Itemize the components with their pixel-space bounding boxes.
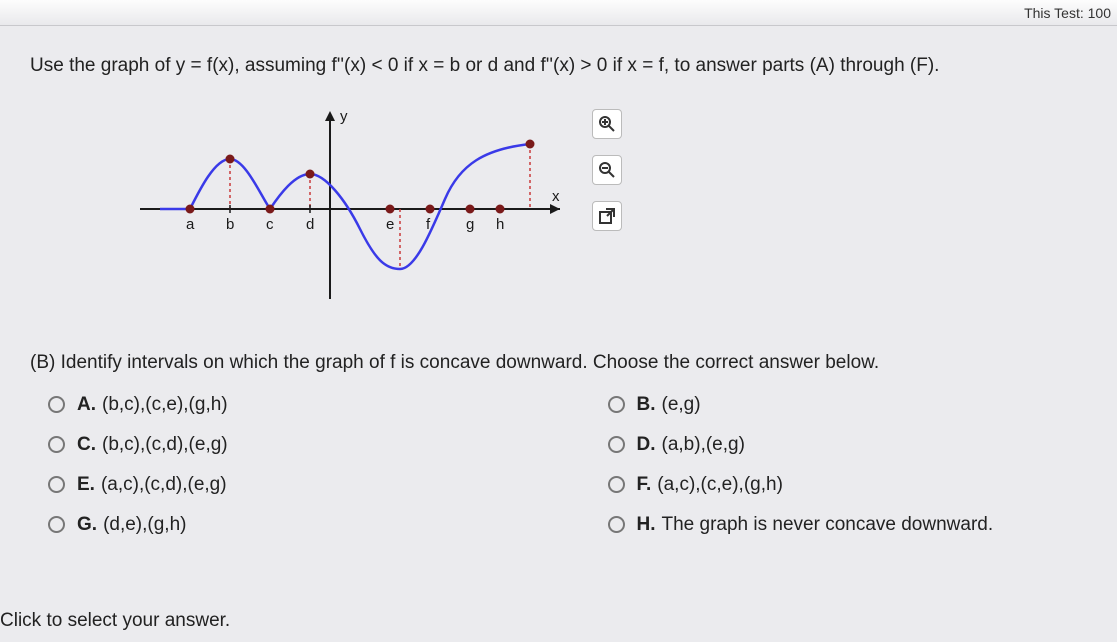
option-C[interactable]: C.(b,c),(c,d),(e,g) bbox=[48, 434, 528, 456]
option-label: D.(a,b),(e,g) bbox=[637, 434, 745, 456]
zoom-out-button[interactable] bbox=[592, 155, 622, 185]
svg-text:c: c bbox=[266, 216, 274, 233]
radio-icon bbox=[608, 516, 625, 533]
radio-icon bbox=[48, 476, 65, 493]
question-panel: Use the graph of y = f(x), assuming f''(… bbox=[0, 26, 1117, 642]
graph-container: yxabcdefgh bbox=[130, 99, 570, 324]
question-part-b: (B) Identify intervals on which the grap… bbox=[30, 352, 1087, 374]
option-G[interactable]: G.(d,e),(g,h) bbox=[48, 514, 528, 536]
option-label: E.(a,c),(c,d),(e,g) bbox=[77, 474, 227, 496]
graph-tools bbox=[592, 109, 622, 231]
option-label: B.(e,g) bbox=[637, 394, 701, 416]
options-grid: A.(b,c),(c,e),(g,h) B.(e,g) C.(b,c),(c,d),… bbox=[30, 394, 1087, 536]
svg-text:h: h bbox=[496, 216, 504, 233]
footer-hint: Click to select your answer. bbox=[0, 610, 230, 632]
option-A[interactable]: A.(b,c),(c,e),(g,h) bbox=[48, 394, 528, 416]
svg-text:g: g bbox=[466, 216, 474, 233]
radio-icon bbox=[608, 396, 625, 413]
option-H[interactable]: H.The graph is never concave downward. bbox=[608, 514, 1088, 536]
option-B[interactable]: B.(e,g) bbox=[608, 394, 1088, 416]
zoom-out-icon bbox=[598, 161, 616, 179]
popout-button[interactable] bbox=[592, 201, 622, 231]
radio-icon bbox=[48, 516, 65, 533]
question-prompt: Use the graph of y = f(x), assuming f''(… bbox=[30, 52, 1087, 81]
option-label: F.(a,c),(c,e),(g,h) bbox=[637, 474, 783, 496]
option-F[interactable]: F.(a,c),(c,e),(g,h) bbox=[608, 474, 1088, 496]
option-label: C.(b,c),(c,d),(e,g) bbox=[77, 434, 228, 456]
option-label: H.The graph is never concave downward. bbox=[637, 514, 994, 536]
svg-text:b: b bbox=[226, 216, 234, 233]
graph-svg: yxabcdefgh bbox=[130, 99, 570, 319]
svg-text:a: a bbox=[186, 216, 195, 233]
graph-row: yxabcdefgh bbox=[30, 99, 1087, 324]
svg-text:d: d bbox=[306, 216, 314, 233]
option-E[interactable]: E.(a,c),(c,d),(e,g) bbox=[48, 474, 528, 496]
option-label: A.(b,c),(c,e),(g,h) bbox=[77, 394, 228, 416]
radio-icon bbox=[608, 436, 625, 453]
svg-text:x: x bbox=[552, 188, 560, 205]
radio-icon bbox=[608, 476, 625, 493]
radio-icon bbox=[48, 396, 65, 413]
zoom-in-button[interactable] bbox=[592, 109, 622, 139]
top-bar: This Test: 100 bbox=[0, 0, 1117, 26]
option-D[interactable]: D.(a,b),(e,g) bbox=[608, 434, 1088, 456]
zoom-in-icon bbox=[598, 115, 616, 133]
radio-icon bbox=[48, 436, 65, 453]
svg-text:y: y bbox=[340, 108, 348, 125]
option-label: G.(d,e),(g,h) bbox=[77, 514, 186, 536]
test-score-label: This Test: 100 bbox=[1024, 5, 1111, 21]
svg-text:e: e bbox=[386, 216, 394, 233]
popout-icon bbox=[598, 207, 616, 225]
